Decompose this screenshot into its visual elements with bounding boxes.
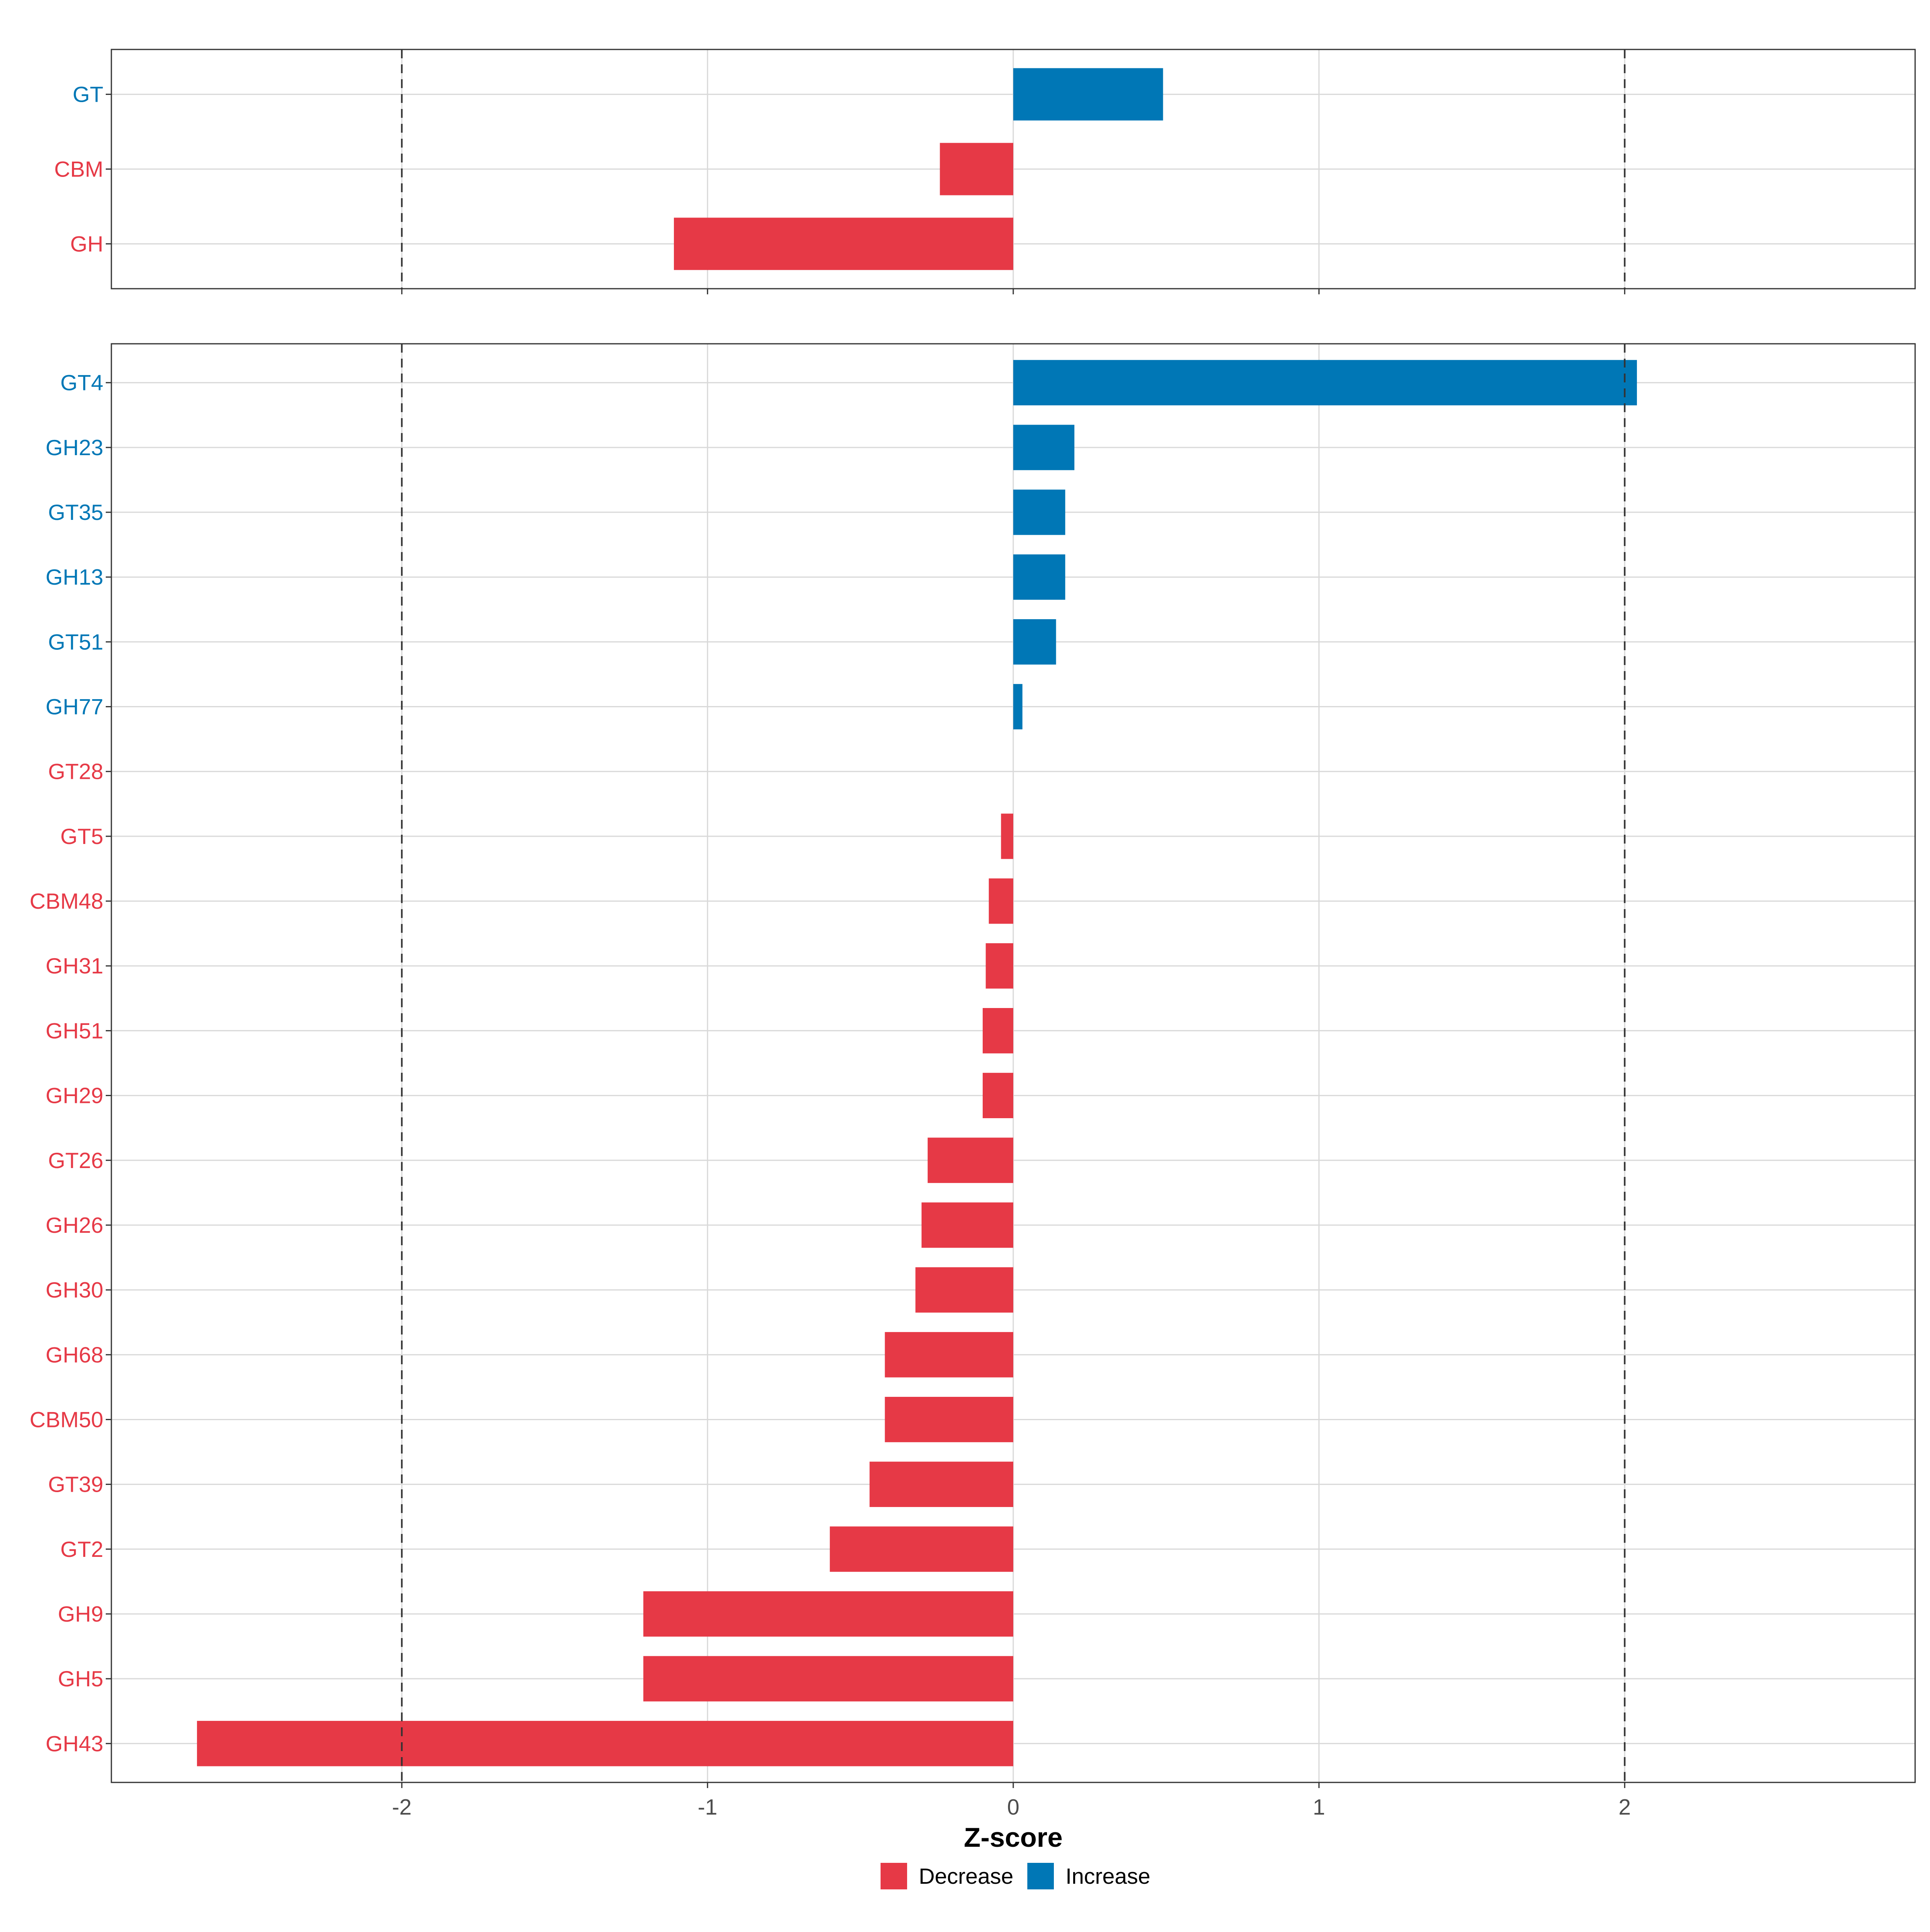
bar-GT51 xyxy=(1013,619,1056,665)
legend-label-decrease: Decrease xyxy=(919,1864,1013,1889)
category-label-GT26: GT26 xyxy=(48,1148,103,1173)
category-label-GT51: GT51 xyxy=(48,629,103,654)
x-tick-label: 2 xyxy=(1618,1794,1631,1819)
category-label-CBM50: CBM50 xyxy=(30,1407,103,1432)
legend-swatch-decrease xyxy=(881,1863,907,1889)
category-label-GT: GT xyxy=(73,82,103,107)
bar-CBM48 xyxy=(989,878,1013,924)
category-label-CBM: CBM xyxy=(54,157,103,182)
category-label-GT35: GT35 xyxy=(48,500,103,525)
x-tick-label: -1 xyxy=(698,1794,717,1819)
panel-1: GT CBM GH xyxy=(54,49,1916,294)
legend: Decrease Increase xyxy=(881,1863,1150,1889)
bar-GT4 xyxy=(1013,360,1637,406)
legend-swatch-increase xyxy=(1027,1863,1054,1889)
x-tick-label: 0 xyxy=(1007,1794,1020,1819)
bar-GT2 xyxy=(829,1526,1013,1572)
category-label-GT4: GT4 xyxy=(60,370,103,395)
bar-GH xyxy=(674,218,1013,270)
panel-2: GT4 GH23 GT35 GH13 GT51 GH77 GT28 GT5 CBM48 GH31 G… xyxy=(30,343,1916,1788)
category-label-GH23: GH23 xyxy=(45,435,103,460)
category-label-GH: GH xyxy=(70,231,104,256)
bar-GH29 xyxy=(982,1073,1013,1118)
category-label-GT2: GT2 xyxy=(60,1537,103,1562)
category-label-GH5: GH5 xyxy=(58,1666,103,1691)
bar-GH23 xyxy=(1013,425,1075,470)
bar-GH43 xyxy=(197,1721,1014,1766)
bar-GH9 xyxy=(643,1591,1013,1637)
bar-CBM xyxy=(940,143,1013,195)
category-label-GH13: GH13 xyxy=(45,565,103,589)
bar-GH30 xyxy=(915,1267,1013,1313)
category-label-GH77: GH77 xyxy=(45,694,103,719)
bar-GH31 xyxy=(986,943,1013,989)
legend-label-increase: Increase xyxy=(1066,1864,1150,1889)
bar-GH13 xyxy=(1013,554,1066,600)
bar-GH5 xyxy=(643,1656,1013,1702)
category-label-GT5: GT5 xyxy=(60,824,103,849)
bar-GT xyxy=(1013,68,1163,121)
category-label-GH51: GH51 xyxy=(45,1018,103,1043)
category-label-GH43: GH43 xyxy=(45,1731,103,1756)
x-tick-label: 1 xyxy=(1313,1794,1325,1819)
bar-GH26 xyxy=(921,1202,1013,1248)
category-label-GH29: GH29 xyxy=(45,1083,103,1108)
bar-GH68 xyxy=(885,1332,1013,1378)
bar-GH51 xyxy=(982,1008,1013,1053)
bar-GT26 xyxy=(928,1137,1013,1183)
bar-GT39 xyxy=(869,1462,1013,1507)
bar-GT35 xyxy=(1013,489,1066,535)
category-label-GT39: GT39 xyxy=(48,1472,103,1497)
bar-GT5 xyxy=(1001,813,1013,859)
x-tick-label: -2 xyxy=(392,1794,412,1819)
category-label-GH68: GH68 xyxy=(45,1342,103,1367)
bar-GH77 xyxy=(1013,684,1022,729)
x-axis-title: Z-score xyxy=(964,1822,1063,1853)
category-label-GH30: GH30 xyxy=(45,1277,103,1302)
category-label-CBM48: CBM48 xyxy=(30,889,103,914)
bar-CBM50 xyxy=(885,1397,1013,1442)
category-label-GT28: GT28 xyxy=(48,759,103,784)
category-label-GH31: GH31 xyxy=(45,953,103,978)
category-label-GH26: GH26 xyxy=(45,1213,103,1238)
category-label-GH9: GH9 xyxy=(58,1601,103,1626)
